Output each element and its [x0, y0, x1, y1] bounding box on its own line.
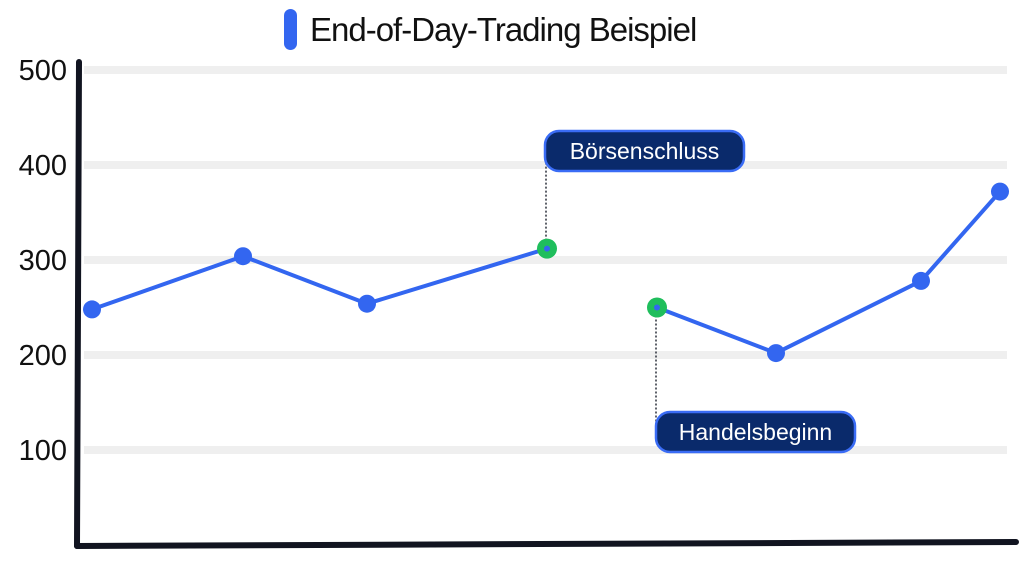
data-point: [83, 300, 101, 319]
callout-label: Börsenschluss: [570, 138, 720, 164]
x-axis: [74, 539, 1019, 549]
legend-swatch: [284, 9, 297, 50]
series-line-segment: [655, 189, 1002, 356]
data-point: [767, 344, 785, 363]
axes: [74, 59, 1019, 549]
y-tick-label: 200: [19, 340, 67, 372]
grid-line: [84, 351, 1007, 359]
y-tick-label: 100: [19, 435, 67, 467]
grid-line: [84, 161, 1007, 169]
callouts: Börsenschluss Handelsbeginn: [543, 129, 857, 454]
callout-box: [654, 410, 857, 454]
chart-title: End-of-Day-Trading Beispiel: [310, 11, 696, 48]
highlight-point-center: [654, 304, 660, 311]
y-tick-labels: 100 200 300 400 500: [19, 55, 67, 467]
callout-leaders: [545, 151, 657, 432]
grid-line: [84, 256, 1007, 264]
grid-lines: [84, 66, 1007, 454]
legend: End-of-Day-Trading Beispiel: [284, 9, 697, 50]
data-point: [358, 294, 376, 313]
grid-line: [84, 446, 1007, 454]
series-line-segment: [90, 246, 549, 312]
data-point: [991, 182, 1009, 201]
data-point: [912, 271, 930, 290]
y-tick-label: 300: [19, 245, 67, 277]
series-lines: [90, 189, 1002, 356]
callout: Börsenschluss: [543, 129, 746, 173]
grid-line: [84, 66, 1007, 74]
data-point: [234, 247, 252, 266]
callout: Handelsbeginn: [654, 410, 857, 454]
data-points: [83, 182, 1009, 363]
highlight-point-center: [544, 245, 550, 252]
callout-label: Handelsbeginn: [679, 419, 832, 445]
callout-box: [543, 129, 746, 173]
y-tick-label: 400: [19, 150, 67, 182]
y-axis: [74, 59, 82, 549]
y-tick-label: 500: [19, 55, 67, 87]
